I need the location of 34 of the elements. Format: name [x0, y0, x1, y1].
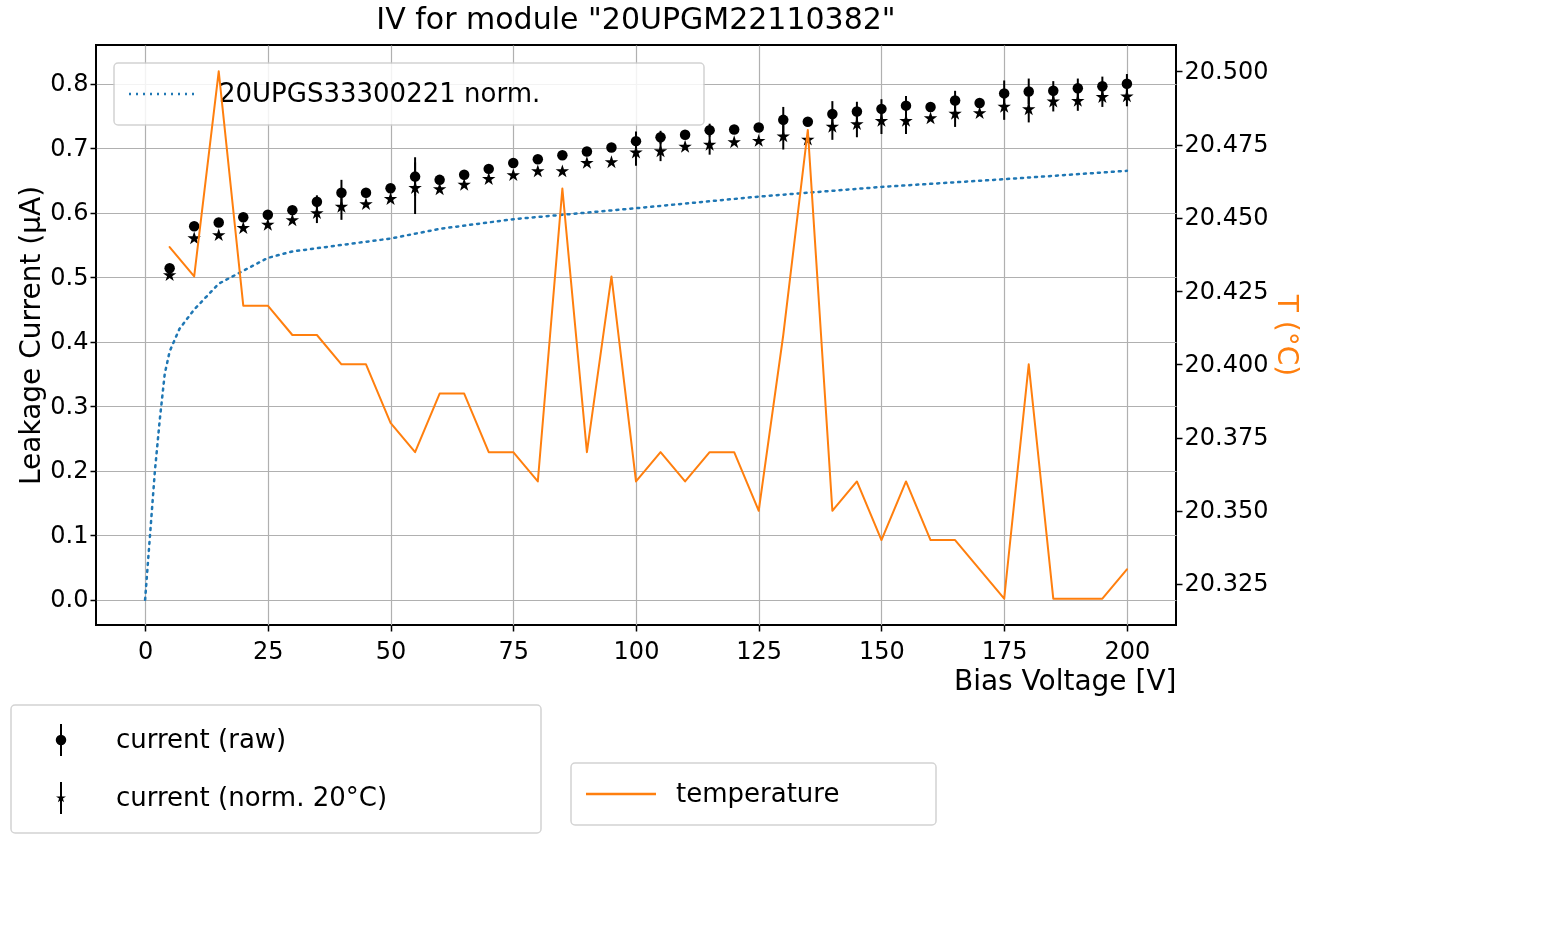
y-tick-label: 0.8	[50, 69, 89, 98]
y2-tick-label: 20.425	[1184, 276, 1269, 305]
y2-axis-title: T (°C)	[1271, 293, 1305, 377]
x-tick-label: 100	[613, 636, 660, 665]
y2-tick-label: 20.500	[1184, 56, 1269, 85]
y-tick-label: 0.6	[50, 198, 89, 227]
y-tick-label: 0.3	[50, 391, 89, 420]
x-tick-label: 75	[498, 636, 530, 665]
x-tick-label: 175	[981, 636, 1028, 665]
y-tick-label: 0.0	[50, 585, 89, 614]
y2-tick-label: 20.350	[1184, 496, 1269, 525]
x-axis-title: Bias Voltage [V]	[953, 663, 1177, 697]
y-axis-title: Leakage Current (μA)	[14, 185, 48, 486]
legend-label: current (raw)	[116, 724, 287, 754]
y-tick-label: 0.1	[50, 520, 89, 549]
x-tick-label: 200	[1104, 636, 1151, 665]
x-tick-label: 0	[137, 636, 154, 665]
y-tick-label: 0.5	[50, 262, 89, 291]
y-tick-label: 0.4	[50, 327, 89, 356]
y-tick-label: 0.7	[50, 133, 89, 162]
x-tick-label: 50	[375, 636, 407, 665]
y2-tick-label: 20.325	[1184, 569, 1269, 598]
legend-label: temperature	[676, 778, 840, 808]
y2-tick-label: 20.400	[1184, 349, 1269, 378]
x-tick-label: 150	[859, 636, 905, 665]
x-tick-label: 125	[736, 636, 783, 665]
chart-title: IV for module "20UPGM22110382"	[376, 1, 896, 36]
legend-label: current (norm. 20°C)	[116, 782, 388, 812]
y2-tick-label: 20.475	[1184, 130, 1269, 159]
legend-label: 20UPGS33300221 norm.	[219, 78, 541, 108]
y2-tick-label: 20.375	[1184, 423, 1269, 452]
x-tick-label: 25	[253, 636, 284, 665]
y2-tick-label: 20.450	[1184, 203, 1269, 232]
y-tick-label: 0.2	[50, 456, 89, 485]
